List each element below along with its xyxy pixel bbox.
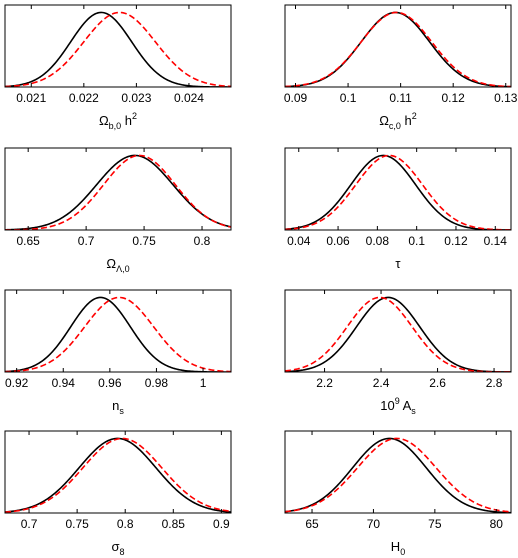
panel-3: 0.65 0.7 0.75 0.8 ΩΛ,0: [4, 147, 232, 274]
x-tick-label: 0.09: [284, 91, 308, 105]
x-tick-label: 0.94: [52, 376, 76, 390]
series-dashed-line: [5, 154, 231, 230]
x-tick-label: 0.9: [213, 517, 230, 531]
series-solid-line: [5, 11, 231, 87]
x-tick-label: 0.11: [389, 91, 412, 105]
panel-7: 0.7 0.75 0.8 0.85 0.9 σ8: [4, 430, 232, 557]
x-tick-label: 0.98: [145, 376, 169, 390]
x-axis-label: ns: [112, 398, 124, 416]
series-dashed-line: [285, 11, 511, 87]
x-tick-label: 2.8: [486, 376, 503, 390]
x-tick-label: 0.06: [326, 234, 350, 248]
axes-frame: [4, 4, 232, 88]
panel-4: 0.04 0.06 0.08 0.1 0.12 0.14 τ: [284, 147, 512, 271]
series-dashed-line: [5, 437, 231, 513]
x-axis-label: τ: [395, 256, 401, 271]
axes-frame: [4, 289, 232, 373]
panel-5: 0.92 0.94 0.96 0.98 1 ns: [4, 289, 232, 416]
x-tick-label: 70: [367, 517, 381, 531]
panel-2: 0.09 0.1 0.11 0.12 0.13 Ωc,0 h2: [284, 4, 518, 131]
x-tick-label: 0.13: [494, 91, 518, 105]
x-tick-label: 0.021: [16, 91, 46, 105]
x-tick-label: 0.1: [340, 91, 357, 105]
x-tick-label: 2.4: [373, 376, 390, 390]
axes-frame: [284, 4, 512, 88]
x-tick-label: 0.8: [117, 517, 134, 531]
series-solid-line: [5, 437, 231, 513]
series-dashed-line: [285, 437, 511, 513]
x-tick-label: 0.7: [21, 517, 38, 531]
x-tick-label: 0.75: [65, 517, 89, 531]
x-axis-label: H0: [391, 539, 405, 557]
series-dashed-line: [5, 11, 231, 87]
x-tick-label: 0.14: [484, 234, 508, 248]
x-tick-label: 0.92: [5, 376, 29, 390]
axes-frame: [4, 147, 232, 231]
x-tick-label: 0.75: [132, 234, 156, 248]
x-tick-label: 0.8: [194, 234, 211, 248]
series-solid-line: [285, 154, 511, 230]
x-tick-label: 0.85: [162, 517, 186, 531]
axes-frame: [284, 430, 512, 514]
x-tick-label: 0.024: [174, 91, 204, 105]
series-solid-line: [285, 437, 511, 513]
series-solid-line: [285, 296, 511, 372]
x-tick-label: 0.7: [78, 234, 95, 248]
x-tick-label: 0.96: [98, 376, 122, 390]
x-tick-label: 0.12: [442, 91, 466, 105]
x-tick-label: 80: [490, 517, 504, 531]
series-solid-line: [5, 296, 231, 372]
axes-frame: [284, 289, 512, 373]
x-tick-label: 0.08: [366, 234, 390, 248]
x-axis-label: Ωb,0 h2: [99, 111, 137, 131]
axes-frame: [284, 147, 512, 231]
x-axis-label: σ8: [111, 539, 124, 557]
x-tick-label: 0.04: [287, 234, 311, 248]
x-tick-label: 2.6: [429, 376, 446, 390]
x-tick-label: 1: [200, 376, 207, 390]
axes-frame: [4, 430, 232, 514]
x-axis-label: 109 As: [380, 396, 416, 416]
x-tick-label: 0.1: [408, 234, 425, 248]
x-axis-label: ΩΛ,0: [106, 256, 129, 274]
series-solid-line: [285, 11, 511, 87]
x-tick-label: 0.12: [444, 234, 468, 248]
x-tick-label: 65: [305, 517, 319, 531]
panel-8: 65 70 75 80 H0: [284, 430, 512, 557]
series-dashed-line: [5, 296, 231, 372]
x-tick-label: 0.023: [121, 91, 151, 105]
panel-6: 2.2 2.4 2.6 2.8 109 As: [284, 289, 512, 416]
series-dashed-line: [285, 154, 511, 230]
x-tick-label: 0.65: [16, 234, 40, 248]
panel-1: 0.021 0.022 0.023 0.024 Ωb,0 h2: [4, 4, 232, 131]
x-tick-label: 75: [428, 517, 442, 531]
x-tick-label: 2.2: [316, 376, 333, 390]
x-axis-label: Ωc,0 h2: [379, 111, 417, 131]
x-tick-label: 0.022: [69, 91, 99, 105]
series-dashed-line: [285, 296, 511, 372]
